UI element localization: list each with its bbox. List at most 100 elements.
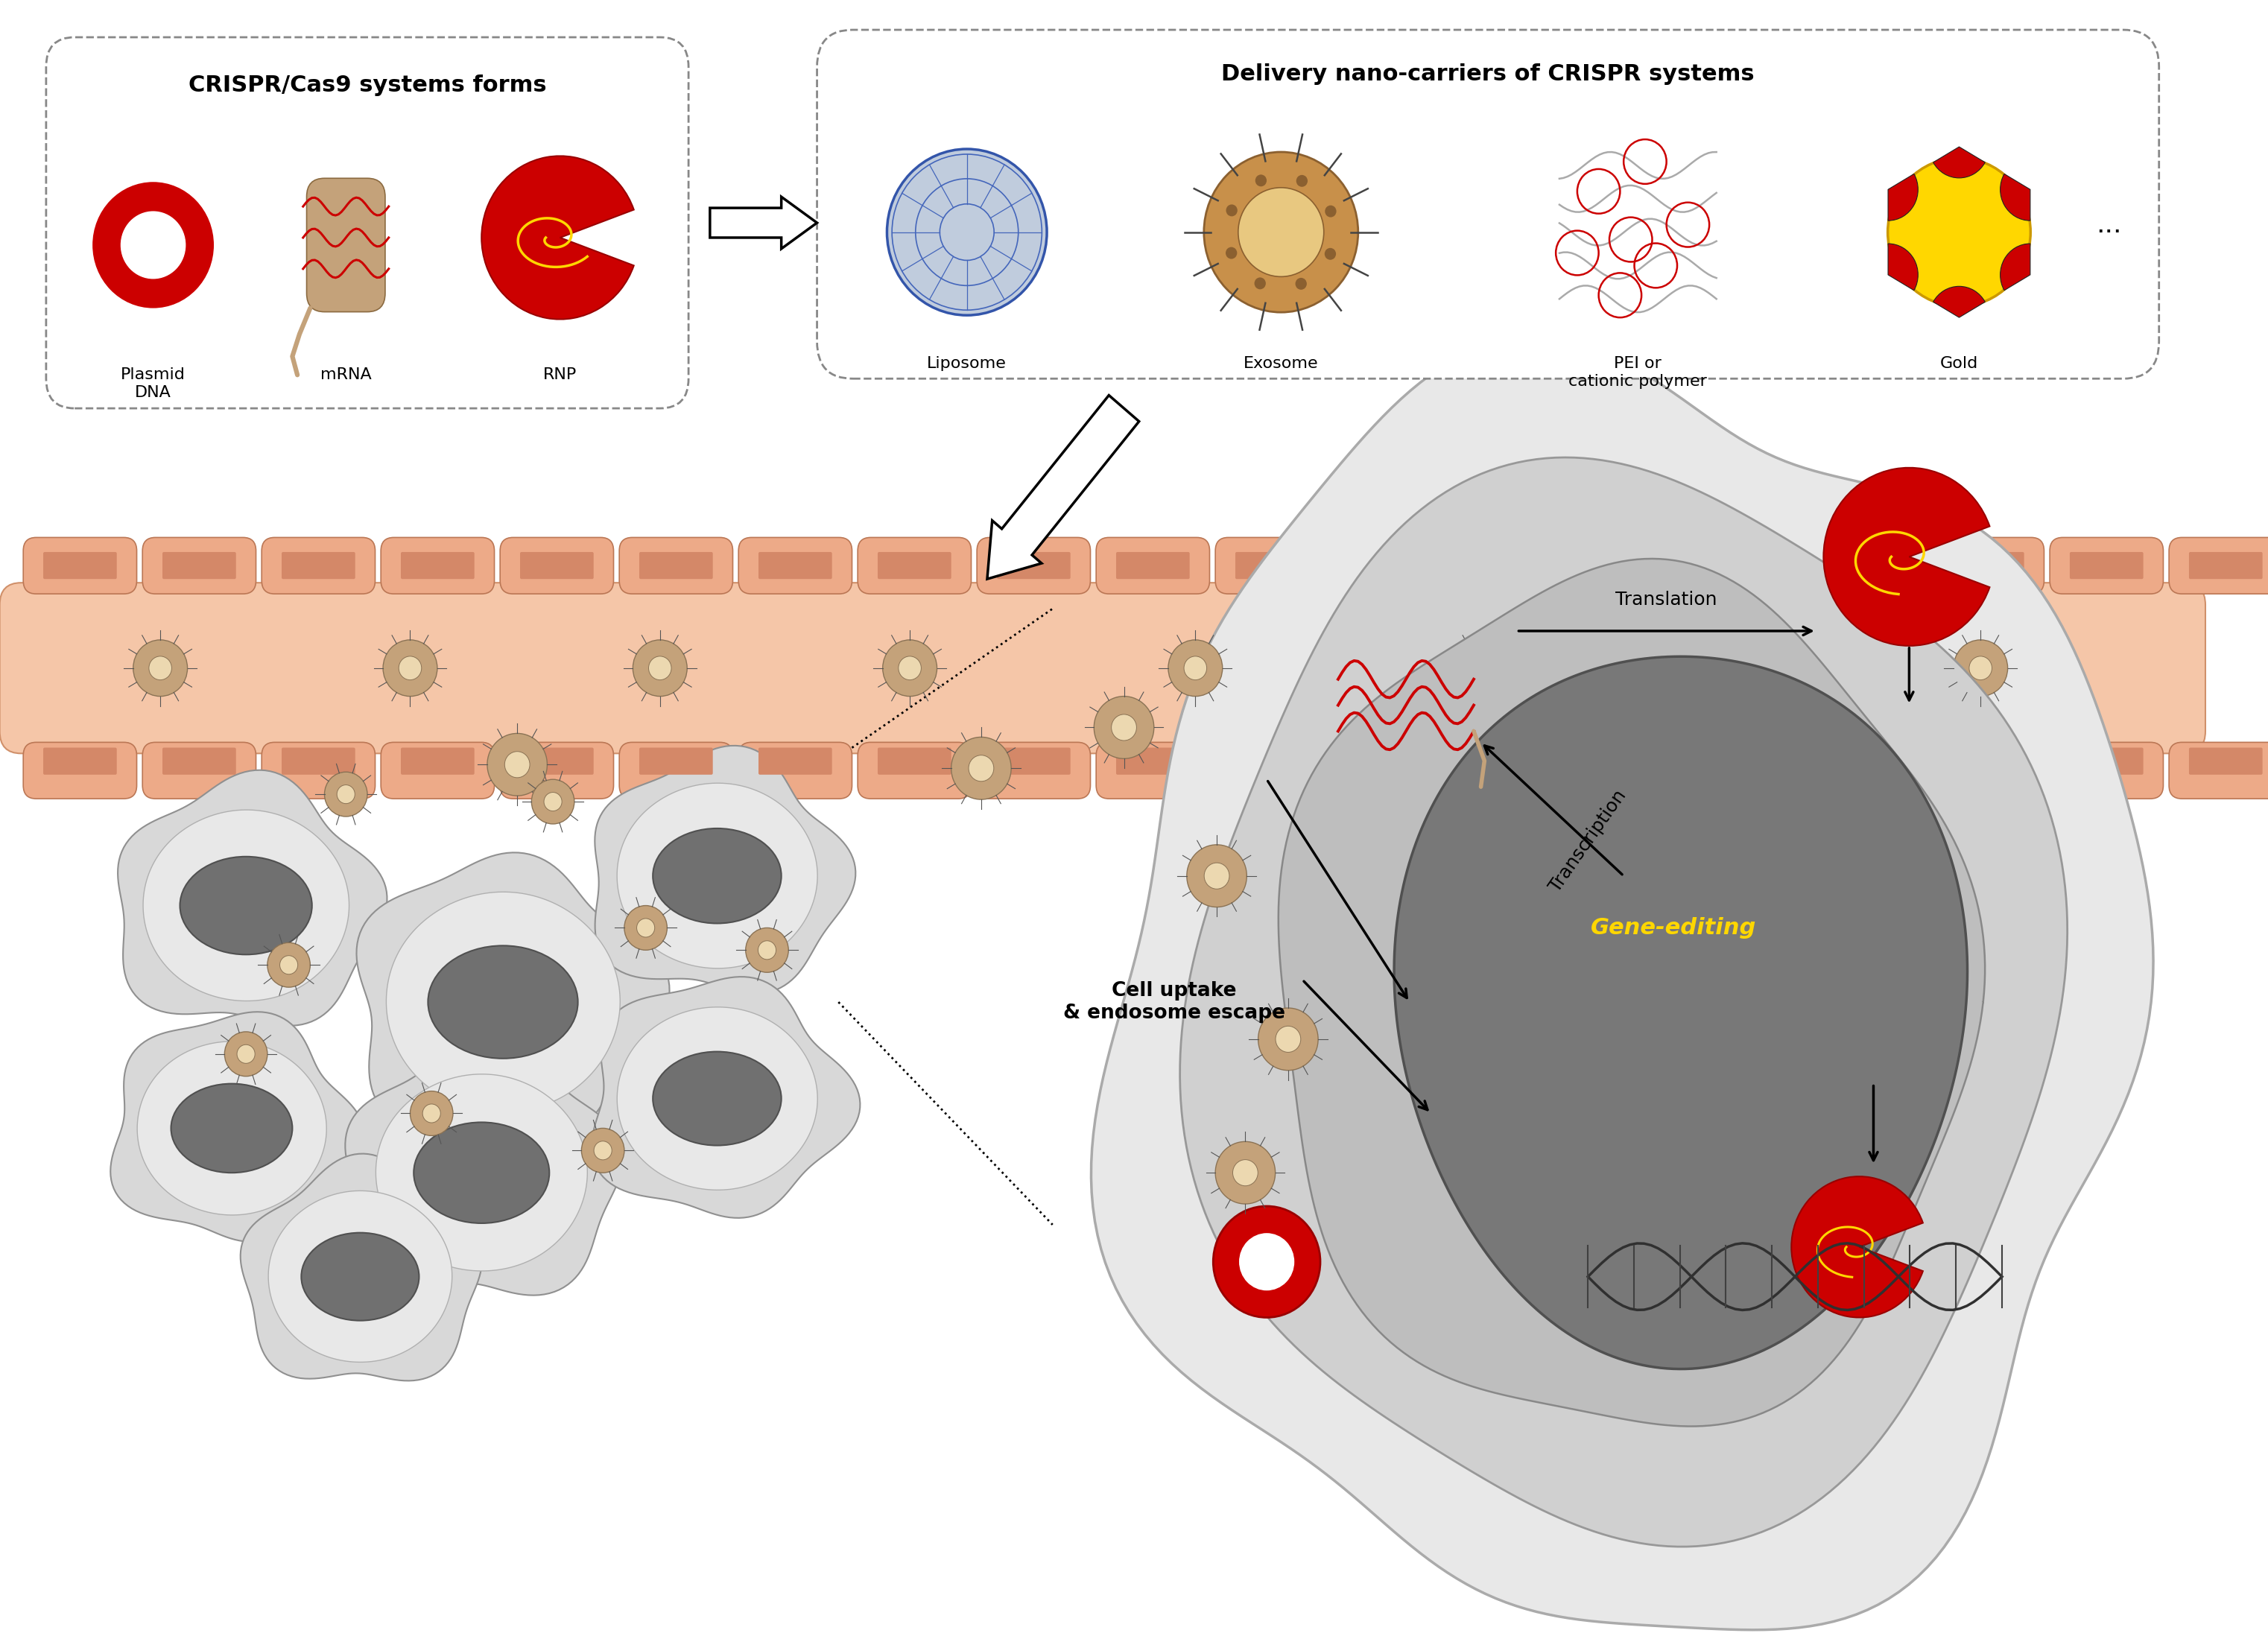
Circle shape [968, 756, 993, 782]
Wedge shape [1887, 244, 1919, 291]
FancyBboxPatch shape [1930, 743, 2043, 798]
FancyBboxPatch shape [519, 748, 594, 775]
FancyBboxPatch shape [1574, 743, 1687, 798]
Polygon shape [143, 810, 349, 1001]
FancyBboxPatch shape [1095, 538, 1209, 594]
Text: Exosome: Exosome [1243, 357, 1318, 371]
FancyBboxPatch shape [640, 551, 712, 579]
Polygon shape [594, 746, 855, 993]
FancyBboxPatch shape [2168, 743, 2268, 798]
FancyBboxPatch shape [163, 551, 236, 579]
Text: Liposome: Liposome [928, 357, 1007, 371]
FancyBboxPatch shape [1950, 551, 2023, 579]
FancyBboxPatch shape [45, 38, 689, 409]
FancyBboxPatch shape [2050, 538, 2164, 594]
Circle shape [134, 640, 188, 697]
FancyBboxPatch shape [499, 743, 615, 798]
Circle shape [1093, 697, 1154, 759]
FancyBboxPatch shape [306, 178, 386, 312]
FancyBboxPatch shape [1830, 551, 1905, 579]
FancyBboxPatch shape [1950, 748, 2023, 775]
FancyBboxPatch shape [758, 748, 832, 775]
FancyBboxPatch shape [1454, 538, 1567, 594]
FancyBboxPatch shape [739, 743, 853, 798]
Polygon shape [345, 1032, 624, 1296]
Polygon shape [386, 892, 619, 1112]
FancyBboxPatch shape [1236, 748, 1309, 775]
Polygon shape [268, 1191, 451, 1363]
FancyBboxPatch shape [878, 748, 950, 775]
Circle shape [1325, 249, 1336, 260]
FancyBboxPatch shape [381, 538, 494, 594]
Ellipse shape [653, 828, 782, 923]
Text: ...: ... [2096, 213, 2123, 237]
Ellipse shape [413, 1122, 549, 1224]
Circle shape [637, 918, 655, 937]
FancyBboxPatch shape [1930, 538, 2043, 594]
FancyBboxPatch shape [998, 748, 1070, 775]
Circle shape [898, 656, 921, 681]
Circle shape [1184, 656, 1207, 681]
Circle shape [1259, 1008, 1318, 1070]
Wedge shape [481, 155, 633, 319]
Circle shape [950, 738, 1012, 800]
FancyBboxPatch shape [163, 748, 236, 775]
Circle shape [1454, 640, 1508, 697]
FancyBboxPatch shape [1095, 743, 1209, 798]
FancyBboxPatch shape [978, 538, 1091, 594]
Text: mRNA: mRNA [320, 368, 372, 383]
Circle shape [93, 182, 213, 308]
FancyBboxPatch shape [739, 538, 853, 594]
FancyBboxPatch shape [401, 551, 474, 579]
Circle shape [225, 1032, 268, 1076]
Circle shape [236, 1045, 254, 1063]
FancyBboxPatch shape [1474, 551, 1547, 579]
FancyBboxPatch shape [281, 748, 356, 775]
FancyBboxPatch shape [401, 748, 474, 775]
Polygon shape [617, 784, 816, 969]
FancyBboxPatch shape [878, 551, 950, 579]
Wedge shape [1887, 173, 1919, 221]
Polygon shape [1279, 560, 1984, 1427]
Circle shape [422, 1104, 440, 1122]
Circle shape [594, 1142, 612, 1160]
Circle shape [120, 211, 186, 278]
FancyBboxPatch shape [998, 551, 1070, 579]
FancyBboxPatch shape [261, 538, 374, 594]
FancyBboxPatch shape [23, 538, 136, 594]
Polygon shape [356, 852, 669, 1140]
FancyBboxPatch shape [816, 29, 2159, 378]
FancyBboxPatch shape [2050, 743, 2164, 798]
FancyBboxPatch shape [1354, 551, 1429, 579]
Ellipse shape [653, 1052, 782, 1145]
Circle shape [1204, 862, 1229, 888]
Polygon shape [1179, 458, 2068, 1546]
Text: Gene-editing: Gene-editing [1590, 918, 1755, 939]
FancyBboxPatch shape [43, 748, 116, 775]
Wedge shape [1792, 1176, 1923, 1317]
FancyBboxPatch shape [1474, 748, 1547, 775]
Circle shape [649, 656, 671, 681]
Polygon shape [1091, 339, 2152, 1629]
Circle shape [1241, 1234, 1293, 1291]
FancyBboxPatch shape [1116, 551, 1191, 579]
Polygon shape [118, 771, 388, 1026]
Circle shape [544, 792, 562, 811]
FancyBboxPatch shape [619, 538, 733, 594]
Text: Cell uptake
& endosome escape: Cell uptake & endosome escape [1064, 982, 1286, 1022]
FancyBboxPatch shape [2168, 538, 2268, 594]
Ellipse shape [170, 1083, 293, 1173]
FancyBboxPatch shape [1692, 743, 1805, 798]
FancyBboxPatch shape [1812, 743, 1926, 798]
FancyBboxPatch shape [261, 743, 374, 798]
FancyBboxPatch shape [1830, 748, 1905, 775]
Circle shape [1719, 656, 1742, 681]
Circle shape [411, 1091, 454, 1135]
FancyBboxPatch shape [143, 538, 256, 594]
Polygon shape [138, 1042, 327, 1216]
Circle shape [1227, 204, 1238, 216]
Circle shape [279, 955, 297, 975]
Wedge shape [2000, 173, 2030, 221]
FancyBboxPatch shape [619, 743, 733, 798]
FancyBboxPatch shape [1216, 743, 1329, 798]
